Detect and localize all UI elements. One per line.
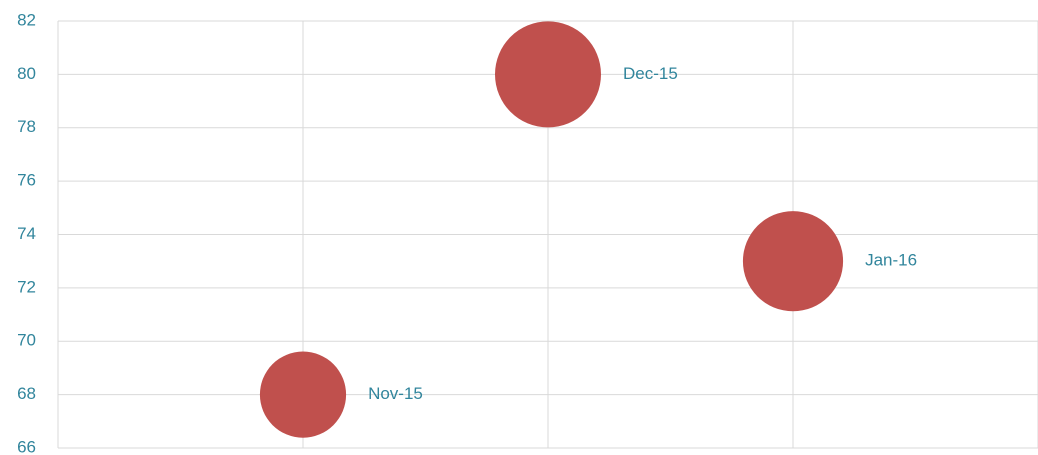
y-tick-label: 76: [17, 171, 36, 190]
y-tick-label: 78: [17, 117, 36, 136]
y-tick-label: 66: [17, 437, 36, 455]
data-label: Jan-16: [865, 251, 917, 270]
y-tick-label: 74: [17, 224, 36, 243]
y-tick-label: 80: [17, 64, 36, 83]
bubble: [259, 351, 347, 438]
data-label: Dec-15: [623, 64, 678, 83]
y-tick-label: 68: [17, 384, 36, 403]
y-tick-label: 70: [17, 331, 36, 350]
data-label: Nov-15: [368, 384, 423, 403]
y-tick-label: 82: [17, 10, 36, 29]
bubble: [742, 211, 844, 312]
y-tick-label: 72: [17, 277, 36, 296]
bubble: [495, 21, 601, 128]
